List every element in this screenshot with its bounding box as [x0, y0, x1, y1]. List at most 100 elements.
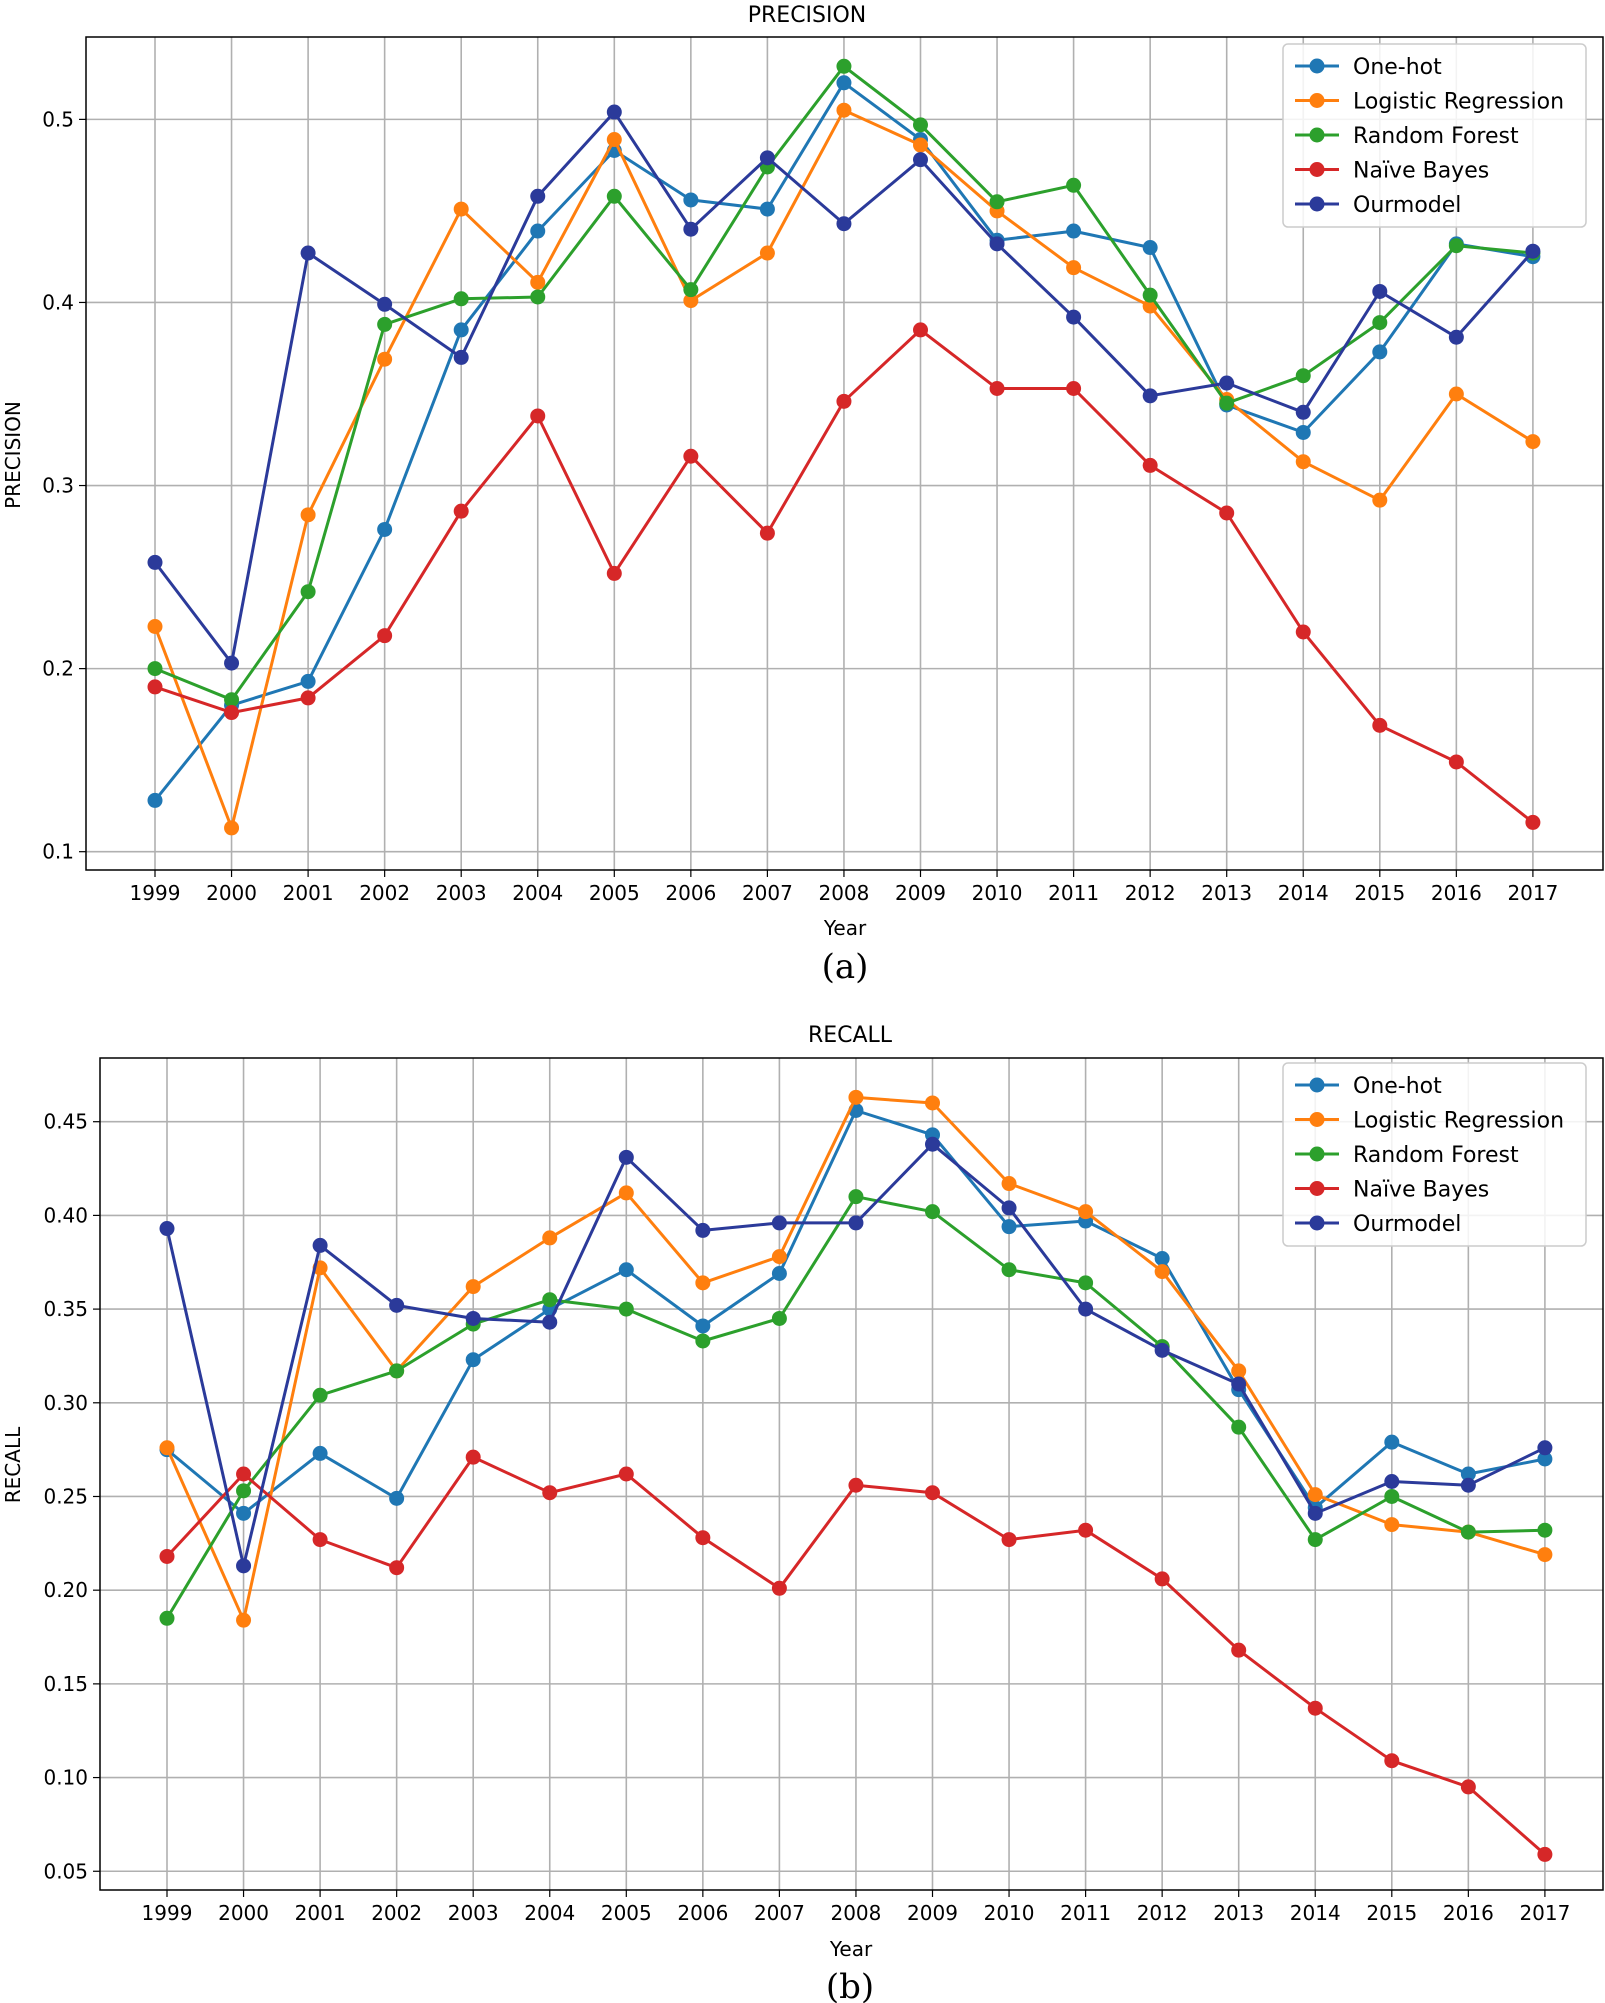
data-point: [1384, 1753, 1400, 1769]
data-point: [836, 75, 852, 91]
data-point: [1460, 1779, 1476, 1795]
data-point: [1001, 1532, 1017, 1548]
data-point: [312, 1387, 328, 1403]
data-point: [1219, 395, 1235, 411]
data-point: [224, 655, 240, 671]
data-point: [1001, 1262, 1017, 1278]
chart-title: RECALL: [808, 1023, 893, 1048]
data-point: [759, 525, 775, 541]
series-ourmodel: [147, 104, 1541, 671]
data-point: [1142, 240, 1158, 256]
data-point: [683, 448, 699, 464]
data-point: [606, 188, 622, 204]
data-point: [1537, 1451, 1553, 1467]
data-point: [465, 1352, 481, 1368]
legend-marker: [1309, 1215, 1325, 1231]
data-point: [312, 1532, 328, 1548]
data-point: [1295, 368, 1311, 384]
data-point: [159, 1440, 175, 1456]
data-point: [771, 1265, 787, 1281]
y-tick-label: 0.10: [43, 1766, 88, 1790]
legend-label: Logistic Regression: [1353, 90, 1564, 115]
data-point: [989, 236, 1005, 252]
data-point: [1525, 243, 1541, 259]
data-point: [1525, 434, 1541, 450]
data-point: [453, 201, 469, 217]
data-point: [300, 673, 316, 689]
legend-item: Random Forest: [1295, 1143, 1519, 1168]
data-point: [695, 1318, 711, 1334]
y-tick-label: 0.4: [42, 290, 74, 314]
data-point: [683, 221, 699, 237]
data-point: [453, 503, 469, 519]
data-point: [1154, 1342, 1170, 1358]
legend-item: Naïve Bayes: [1295, 159, 1489, 184]
x-tick-label: 2006: [665, 881, 716, 905]
y-tick-label: 0.25: [43, 1484, 88, 1508]
data-point: [1066, 309, 1082, 325]
x-tick-labels: 1999 2000 2001 2002 2003 2004 2005 2006 2007 2008…: [142, 1890, 1570, 1925]
data-point: [147, 792, 163, 808]
data-point: [1307, 1700, 1323, 1716]
x-tick-label: 2004: [524, 1901, 575, 1925]
data-point: [1537, 1440, 1553, 1456]
data-point: [1307, 1532, 1323, 1548]
data-point: [389, 1560, 405, 1576]
data-point: [530, 289, 546, 305]
data-point: [300, 690, 316, 706]
data-point: [759, 150, 775, 166]
y-tick-label: 0.45: [43, 1110, 88, 1134]
data-point: [147, 554, 163, 570]
data-point: [771, 1310, 787, 1326]
data-point: [1231, 1419, 1247, 1435]
data-point: [1307, 1487, 1323, 1503]
data-point: [1142, 287, 1158, 303]
data-point: [1372, 315, 1388, 331]
data-point: [159, 1548, 175, 1564]
legend-marker: [1309, 58, 1325, 74]
legend-label: Ourmodel: [1353, 193, 1461, 218]
y-tick-label: 0.3: [42, 474, 74, 498]
data-point: [300, 507, 316, 523]
data-point: [1142, 457, 1158, 473]
x-tick-label: 2001: [283, 881, 334, 905]
data-point: [1372, 492, 1388, 508]
y-tick-labels: 0.05 0.10 0.15 0.20 0.25 0.30 0.35 0.40 0.45: [43, 1110, 100, 1883]
y-tick-label: 0.05: [43, 1859, 88, 1883]
data-point: [236, 1505, 252, 1521]
x-tick-label: 2017: [1519, 1901, 1570, 1925]
legend-marker: [1309, 93, 1325, 108]
x-tick-label: 2005: [589, 881, 640, 905]
y-axis-title: RECALL: [1, 1426, 25, 1503]
legend-marker: [1309, 1181, 1325, 1196]
series-na-ve-bayes: [147, 322, 1541, 830]
chart-title: PRECISION: [748, 3, 867, 28]
data-point: [377, 521, 393, 537]
data-point: [453, 349, 469, 365]
data-point: [1078, 1204, 1094, 1220]
data-point: [836, 393, 852, 409]
data-point: [453, 291, 469, 307]
data-point: [1231, 1376, 1247, 1392]
data-point: [606, 565, 622, 581]
recall-chart: RECALL 1999 2000 2001 2002 2003 2004 2005 2006 2…: [1, 1023, 1604, 2003]
legend-label: Naïve Bayes: [1353, 1178, 1489, 1203]
legend-item: One-hot: [1295, 1074, 1442, 1099]
data-point: [236, 1558, 252, 1574]
x-tick-label: 2012: [1137, 1901, 1188, 1925]
data-point: [606, 132, 622, 148]
data-point: [530, 223, 546, 239]
figure-caption: (b): [826, 1967, 874, 2003]
data-point: [236, 1483, 252, 1499]
legend: One-hot Logistic Regression Random Forest N…: [1282, 43, 1587, 228]
data-point: [465, 1449, 481, 1465]
data-point: [989, 194, 1005, 210]
data-point: [913, 322, 928, 338]
data-point: [377, 628, 393, 644]
data-point: [925, 1485, 940, 1501]
data-point: [618, 1149, 634, 1165]
data-point: [312, 1445, 328, 1461]
data-point: [695, 1222, 711, 1238]
x-tick-label: 2002: [359, 881, 410, 905]
data-point: [1384, 1473, 1400, 1489]
